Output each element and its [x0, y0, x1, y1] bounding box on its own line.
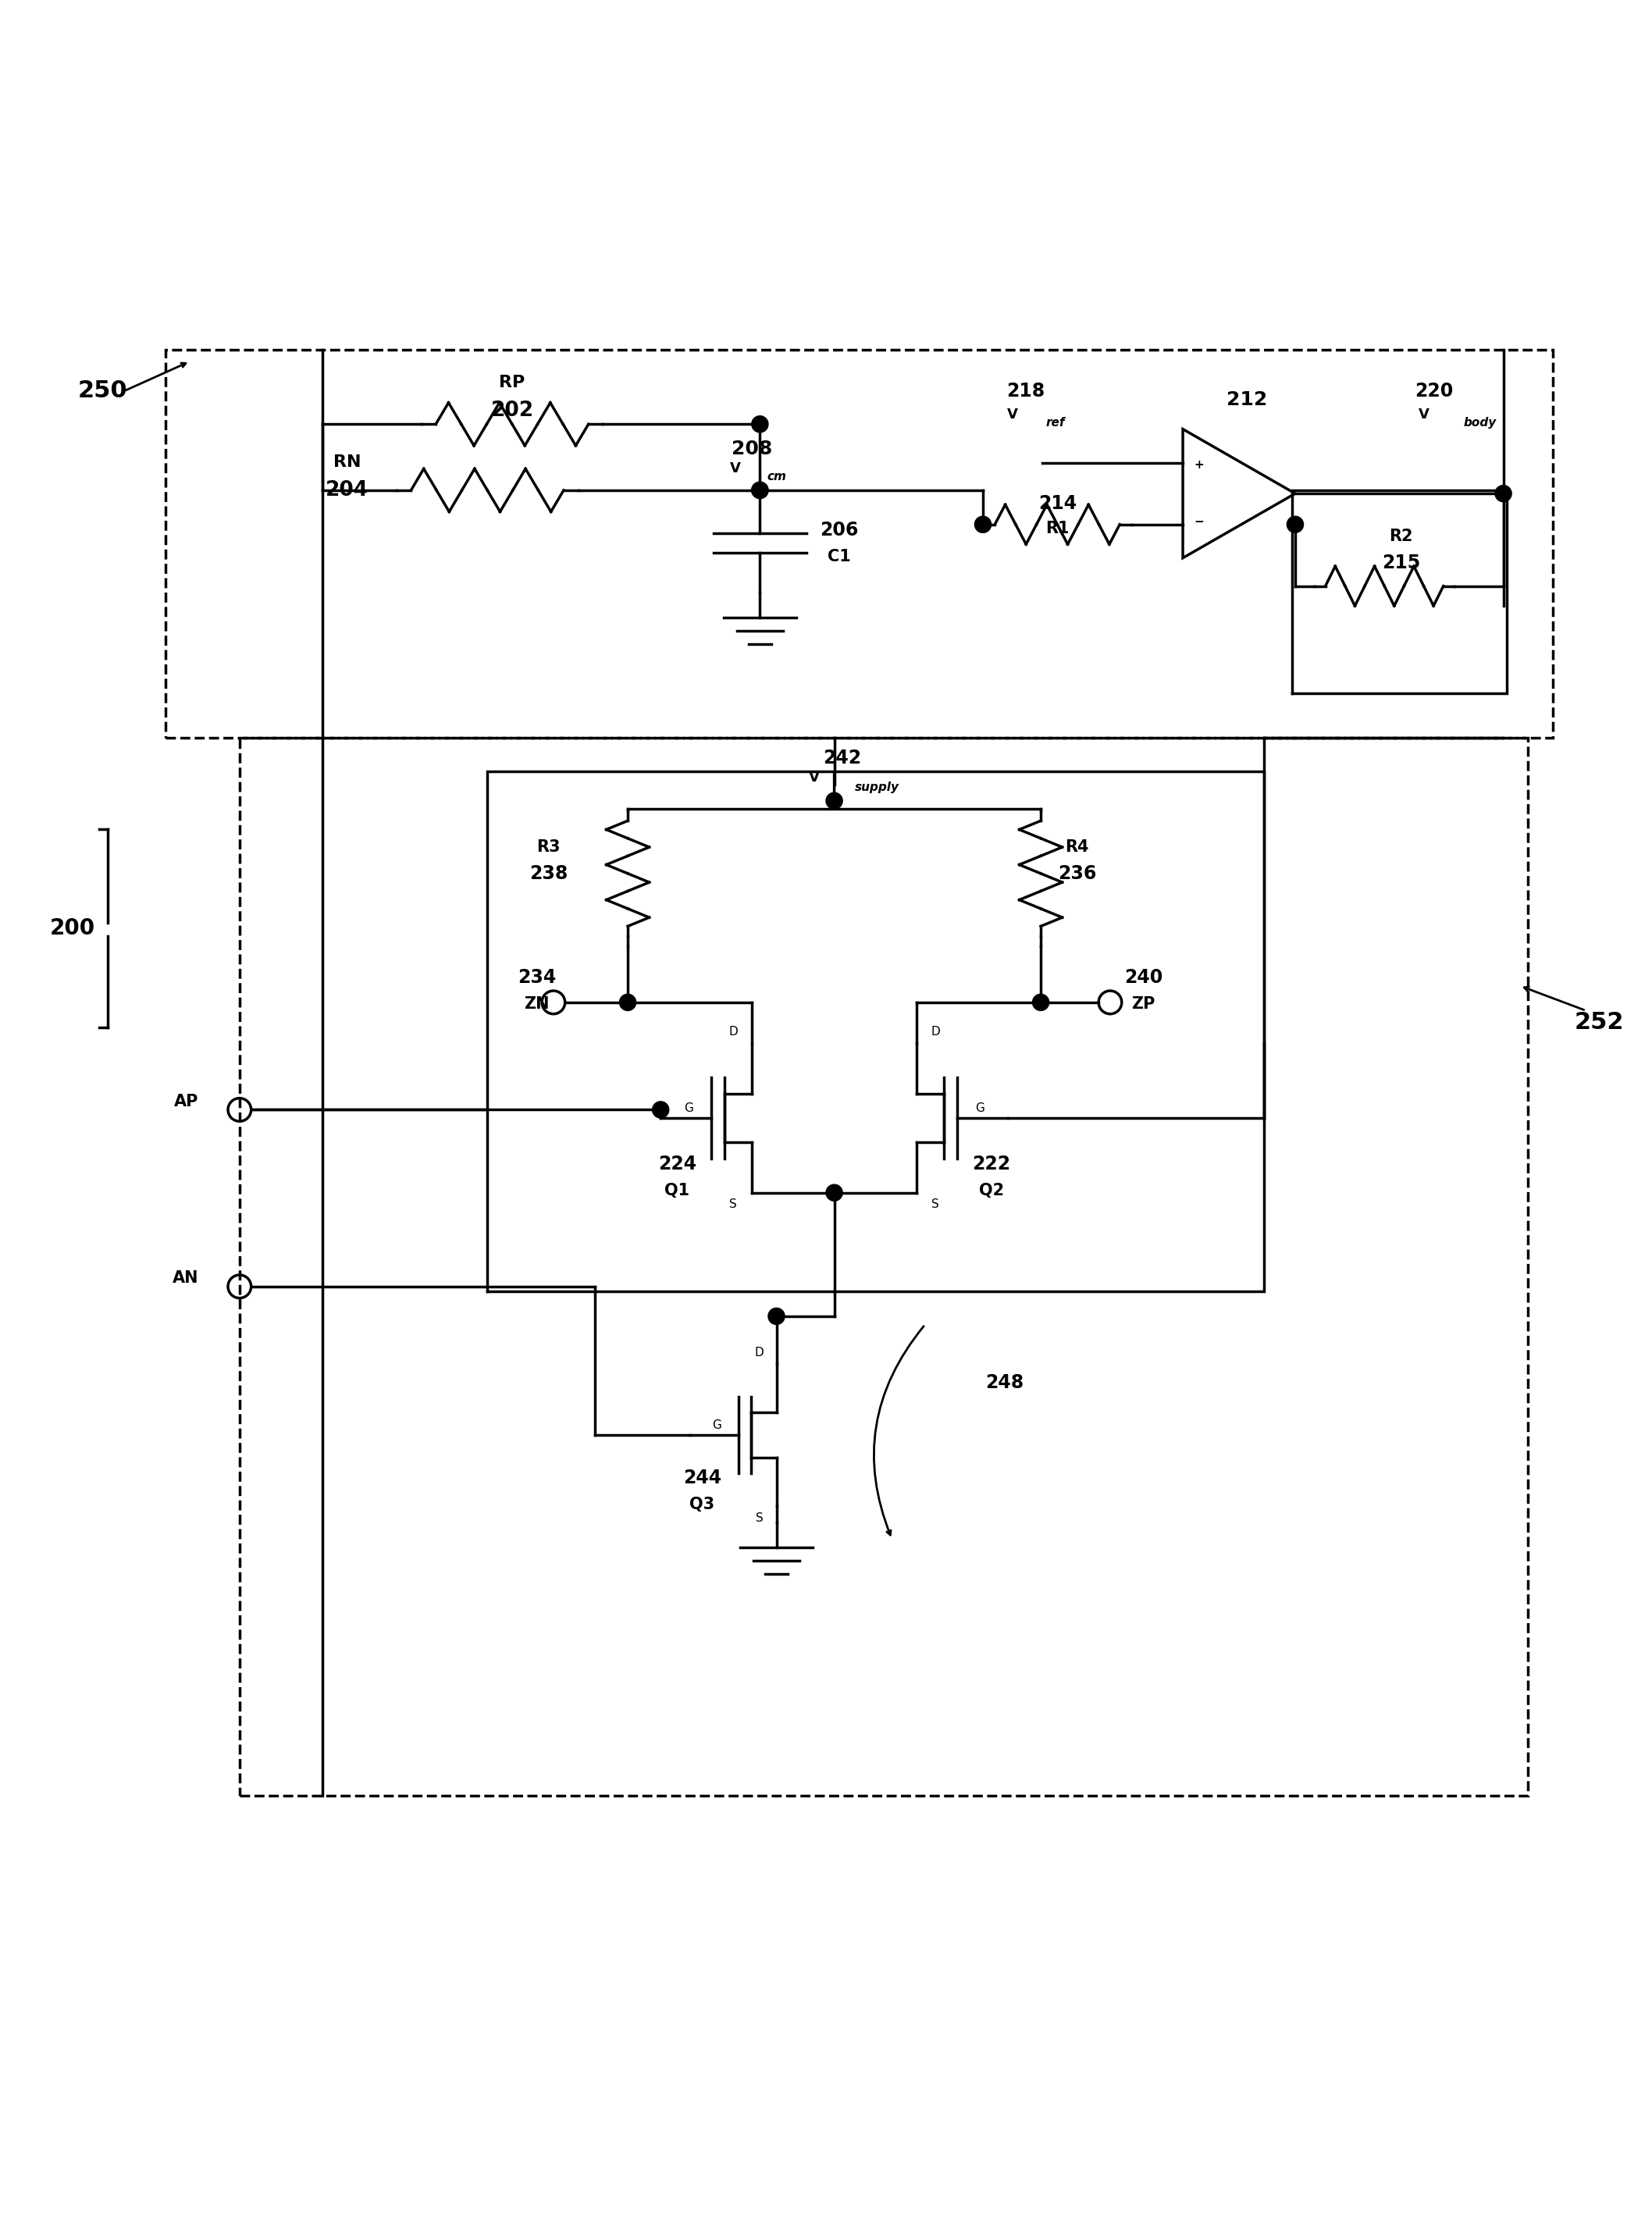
Text: D: D	[930, 1026, 940, 1038]
Circle shape	[752, 416, 768, 432]
Text: 238: 238	[529, 863, 568, 883]
Text: R2: R2	[1389, 528, 1412, 543]
Text: supply: supply	[856, 783, 899, 794]
Text: G: G	[976, 1102, 985, 1114]
Text: 248: 248	[985, 1373, 1024, 1391]
Text: C1: C1	[828, 548, 851, 563]
Text: ref: ref	[1046, 416, 1066, 429]
Text: 208: 208	[732, 440, 771, 458]
Text: body: body	[1464, 416, 1497, 429]
Circle shape	[1287, 517, 1303, 532]
Text: ZP: ZP	[1132, 997, 1155, 1013]
Text: R1: R1	[1046, 521, 1069, 537]
Text: Q1: Q1	[664, 1183, 691, 1198]
Text: 236: 236	[1057, 863, 1097, 883]
Text: R4: R4	[1066, 838, 1089, 854]
Text: S: S	[755, 1512, 763, 1523]
Text: RP: RP	[499, 376, 525, 391]
Text: ZN: ZN	[524, 997, 550, 1013]
Text: V: V	[809, 771, 819, 785]
Text: cm: cm	[767, 472, 786, 483]
Circle shape	[653, 1102, 669, 1118]
Text: 214: 214	[1037, 494, 1077, 512]
Text: V: V	[1419, 407, 1429, 420]
Text: 242: 242	[823, 749, 862, 767]
Text: RN: RN	[334, 454, 360, 470]
Text: 234: 234	[517, 968, 557, 986]
Text: −: −	[1194, 517, 1204, 528]
Text: 206: 206	[819, 521, 859, 539]
Text: Q2: Q2	[978, 1183, 1004, 1198]
Circle shape	[752, 483, 768, 499]
Text: S: S	[932, 1198, 940, 1210]
Circle shape	[620, 995, 636, 1011]
Text: 252: 252	[1574, 1011, 1624, 1033]
Text: 220: 220	[1414, 382, 1454, 400]
Text: S: S	[729, 1198, 737, 1210]
Text: G: G	[712, 1420, 722, 1431]
Text: V: V	[1008, 407, 1018, 420]
Text: 200: 200	[50, 917, 96, 939]
Text: D: D	[755, 1346, 763, 1359]
Circle shape	[768, 1308, 785, 1324]
Text: AN: AN	[172, 1270, 198, 1286]
Circle shape	[1495, 485, 1512, 501]
Circle shape	[975, 517, 991, 532]
Text: 240: 240	[1123, 968, 1163, 986]
Text: AP: AP	[173, 1093, 198, 1109]
Text: 218: 218	[1006, 382, 1046, 400]
Text: 222: 222	[971, 1154, 1011, 1174]
Text: 202: 202	[491, 400, 534, 420]
Text: 224: 224	[657, 1154, 697, 1174]
Text: 215: 215	[1381, 555, 1421, 572]
Text: G: G	[684, 1102, 692, 1114]
Text: 212: 212	[1227, 389, 1267, 409]
Text: +: +	[1194, 458, 1204, 472]
Circle shape	[1032, 995, 1049, 1011]
Circle shape	[826, 1185, 843, 1201]
Circle shape	[826, 792, 843, 809]
Text: R3: R3	[537, 838, 560, 854]
Text: 204: 204	[325, 481, 368, 501]
Text: 250: 250	[78, 380, 127, 402]
Text: D: D	[729, 1026, 738, 1038]
Text: V: V	[730, 461, 740, 476]
Circle shape	[752, 483, 768, 499]
Text: Q3: Q3	[689, 1496, 715, 1512]
Text: 244: 244	[682, 1469, 722, 1487]
